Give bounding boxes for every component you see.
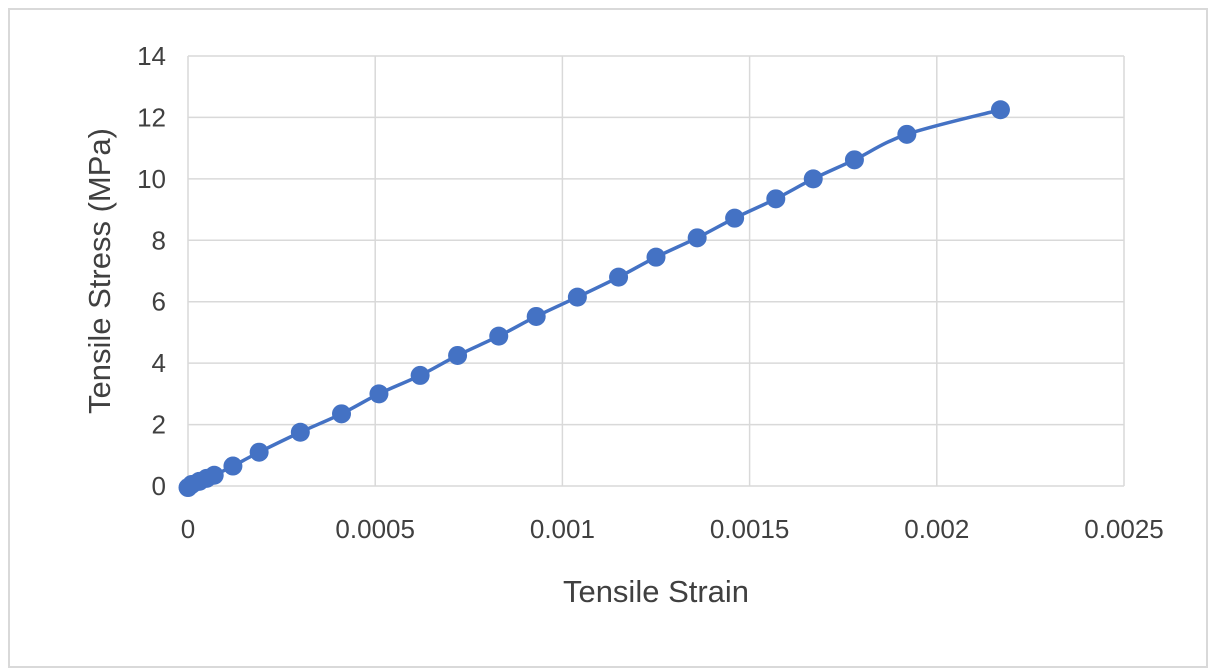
data-point <box>803 169 823 189</box>
data-point <box>332 404 352 424</box>
x-tick-label: 0.0005 <box>335 514 415 544</box>
data-point <box>448 345 468 365</box>
data-point <box>204 465 224 485</box>
y-tick-label: 12 <box>137 102 166 132</box>
data-point <box>990 100 1010 120</box>
data-point <box>897 124 917 144</box>
x-axis-title: Tensile Strain <box>563 574 749 609</box>
data-points <box>178 100 1010 498</box>
data-point <box>526 306 546 326</box>
data-point <box>567 287 587 307</box>
gridlines <box>187 55 1125 487</box>
y-tick-label: 0 <box>152 471 166 501</box>
data-point <box>646 247 666 267</box>
data-point <box>687 228 707 248</box>
data-point <box>844 150 864 170</box>
data-point <box>725 208 745 228</box>
x-tick-label: 0 <box>181 514 195 544</box>
y-tick-label: 10 <box>137 164 166 194</box>
x-tick-label: 0.002 <box>904 514 969 544</box>
y-tick-label: 6 <box>152 287 166 317</box>
data-point <box>609 267 629 287</box>
series-line <box>186 108 1001 489</box>
data-point <box>290 422 310 442</box>
data-point <box>249 442 269 462</box>
data-point <box>369 384 389 404</box>
y-tick-label: 4 <box>152 348 166 378</box>
x-tick-label: 0.0015 <box>710 514 790 544</box>
data-point <box>489 326 509 346</box>
x-tick-label: 0.001 <box>530 514 595 544</box>
y-tick-labels: 0 2 4 6 8 10 12 14 <box>137 41 166 501</box>
x-tick-label: 0.0025 <box>1084 514 1164 544</box>
y-tick-label: 14 <box>137 41 166 71</box>
data-point <box>223 456 243 476</box>
chart-frame: 0 2 4 6 8 10 12 14 0 0.0005 0.001 0.0015 0.002 0.002… <box>8 8 1208 668</box>
x-tick-labels: 0 0.0005 0.001 0.0015 0.002 0.0025 <box>181 514 1164 544</box>
data-point <box>410 365 430 385</box>
stress-strain-chart: 0 2 4 6 8 10 12 14 0 0.0005 0.001 0.0015 0.002 0.002… <box>82 41 1164 609</box>
data-point <box>766 189 786 209</box>
y-axis-title: Tensile Stress (MPa) <box>82 128 117 414</box>
y-tick-label: 8 <box>152 225 166 255</box>
y-tick-label: 2 <box>152 410 166 440</box>
